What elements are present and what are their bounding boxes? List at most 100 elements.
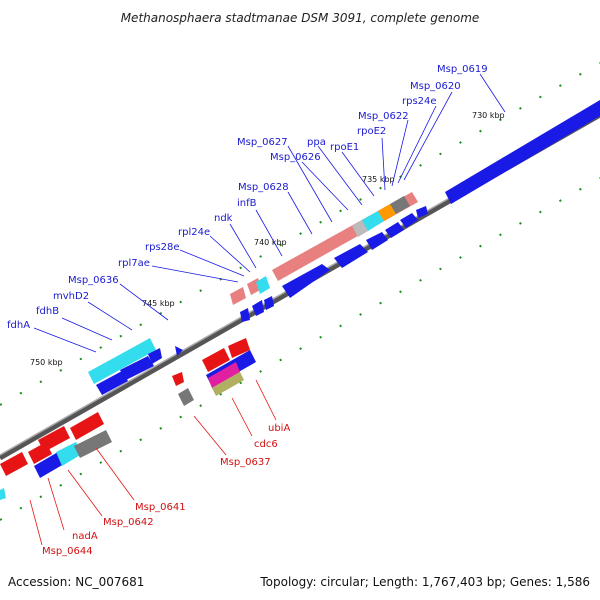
tick-745-kbp: 745 kbp xyxy=(142,299,175,308)
leader-msp0637 xyxy=(193,415,227,456)
label-rpl7ae: rpl7ae xyxy=(118,258,150,269)
leader-msp0636 xyxy=(119,283,169,321)
label-msp0637: Msp_0637 xyxy=(220,457,271,468)
leader-msp0619 xyxy=(479,73,506,113)
tick-730-kbp: 730 kbp xyxy=(472,111,505,120)
gene-blue-lower-4 xyxy=(34,452,64,478)
label-rpoe1: rpoE1 xyxy=(330,142,359,153)
gene-red-lower-3 xyxy=(38,426,70,452)
label-rpl24e: rpl24e xyxy=(178,227,210,238)
gene-blue-small-3 xyxy=(264,296,274,310)
gene-red-2 xyxy=(228,338,250,358)
gene-blue-arrow-3 xyxy=(366,232,388,250)
gene-red-1 xyxy=(202,348,230,372)
gene-cyan-long xyxy=(88,338,156,384)
label-msp0626: Msp_0626 xyxy=(270,152,321,163)
forward-features xyxy=(88,100,600,395)
leader-msp0622 xyxy=(391,119,409,187)
leader-ppa xyxy=(317,145,363,206)
label-msp0644: Msp_0644 xyxy=(42,546,93,557)
leader-msp0628 xyxy=(287,191,313,235)
leader-msp0620 xyxy=(403,91,453,181)
leader-msp0642 xyxy=(67,469,103,517)
gene-magenta xyxy=(208,362,240,388)
label-rps28e: rps28e xyxy=(145,242,180,253)
label-ndk: ndk xyxy=(214,213,233,224)
top-labels xyxy=(33,73,506,353)
leader-cdc6 xyxy=(231,397,253,437)
gene-gray-lower xyxy=(74,430,112,458)
gene-olive xyxy=(212,372,244,396)
leader-mvhd2 xyxy=(87,301,133,331)
gene-blue-arrow-2 xyxy=(334,244,368,268)
label-msp0641: Msp_0641 xyxy=(135,502,186,513)
leader-msp0626 xyxy=(301,161,349,211)
label-nada: nadA xyxy=(72,531,98,542)
gene-blue-lower-3 xyxy=(148,348,162,364)
gene-blue-arrow-5 xyxy=(400,213,418,228)
leader-rpl7ae xyxy=(151,265,239,283)
bottom-labels xyxy=(29,379,277,546)
label-msp0627: Msp_0627 xyxy=(237,137,288,148)
gene-red-small xyxy=(172,372,184,386)
leader-msp0627 xyxy=(287,145,333,223)
gene-blue-arrow-4 xyxy=(385,222,404,238)
gene-blue-lower-2 xyxy=(120,356,154,380)
label-infb: infB xyxy=(237,198,257,209)
leader-msp0641 xyxy=(95,447,135,501)
label-msp0622: Msp_0622 xyxy=(358,111,409,122)
label-rpoe2: rpoE2 xyxy=(357,126,386,137)
gene-cyan-edge xyxy=(0,488,6,500)
tick-740-kbp: 740 kbp xyxy=(254,238,287,247)
leader-msp0644 xyxy=(29,499,43,546)
leader-fdhb xyxy=(61,317,113,341)
label-mvhd2: mvhD2 xyxy=(53,291,89,302)
label-ubia: ubiA xyxy=(268,423,290,434)
leader-rpoe1 xyxy=(341,151,375,197)
leader-rpl24e xyxy=(209,235,251,273)
map-title: Methanosphaera stadtmanae DSM 3091, comp… xyxy=(121,11,480,25)
gc-dots-outer xyxy=(0,62,600,406)
gene-msp0619-arrow xyxy=(445,100,600,204)
tick-750-kbp: 750 kbp xyxy=(30,358,63,367)
gene-blue-small-1 xyxy=(240,308,250,322)
label-msp0619: Msp_0619 xyxy=(437,64,488,75)
label-msp0620: Msp_0620 xyxy=(410,81,461,92)
gene-blue-small-2 xyxy=(252,300,264,316)
gene-pink-small-1 xyxy=(230,287,246,305)
gene-red-lower-4 xyxy=(70,412,104,440)
leader-ndk xyxy=(229,223,257,269)
leader-rps28e xyxy=(179,249,245,277)
gene-cyan-small-2 xyxy=(256,276,270,294)
label-ppa: ppa xyxy=(307,137,326,148)
label-fdha: fdhA xyxy=(7,320,30,331)
label-rps24e: rps24e xyxy=(402,96,437,107)
gene-gray-small xyxy=(352,220,368,237)
leader-infb xyxy=(255,209,283,257)
gene-blue-tiny xyxy=(175,346,183,356)
label-cdc6: cdc6 xyxy=(254,439,278,450)
gene-gray-dark xyxy=(390,196,410,214)
leader-fdha xyxy=(33,327,97,353)
gene-blue-lower-1 xyxy=(96,371,128,395)
leader-ubia xyxy=(255,379,277,421)
leader-rpoe2 xyxy=(381,137,386,191)
gene-blue-arrow-6 xyxy=(416,206,428,218)
gene-cyan-small xyxy=(362,211,384,231)
label-msp0642: Msp_0642 xyxy=(103,517,154,528)
tick-735-kbp: 735 kbp xyxy=(362,175,395,184)
reverse-features xyxy=(0,338,256,500)
label-fdhb: fdhB xyxy=(36,306,59,317)
gene-red-lower-1 xyxy=(0,452,28,476)
gene-orange-small xyxy=(378,204,396,221)
gene-blue-arrow-1 xyxy=(282,264,330,298)
leader-nada xyxy=(47,477,65,531)
gene-gray-msp0637 xyxy=(178,388,194,406)
leader-rps24e xyxy=(397,105,437,184)
gc-dots-inner xyxy=(0,177,600,521)
accession-text: Accession: NC_007681 xyxy=(8,575,144,589)
label-msp0628: Msp_0628 xyxy=(238,182,289,193)
label-msp0636: Msp_0636 xyxy=(68,275,119,286)
